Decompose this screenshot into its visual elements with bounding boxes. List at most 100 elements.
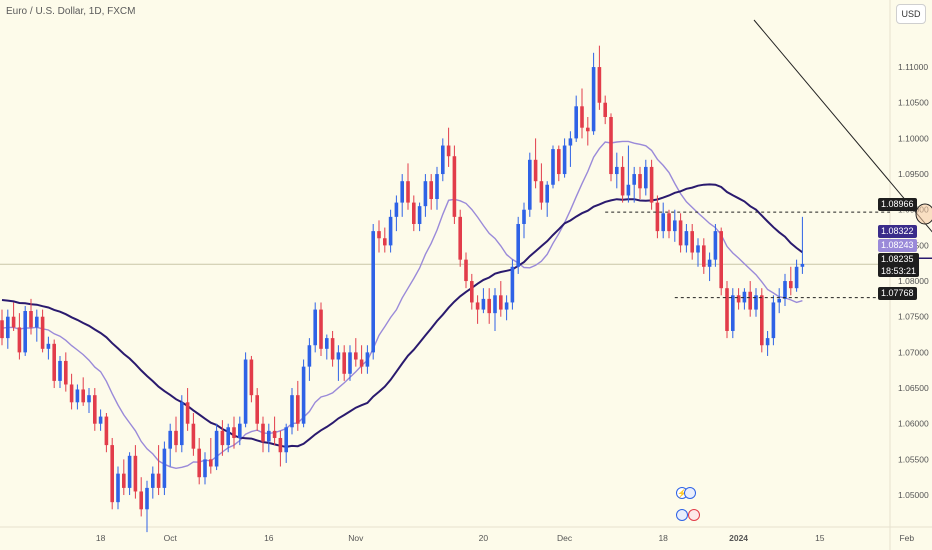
candle-body bbox=[232, 427, 236, 438]
candle-body bbox=[510, 266, 515, 303]
candle-body bbox=[487, 298, 491, 314]
candle-body bbox=[765, 338, 770, 346]
candle-body bbox=[446, 145, 451, 157]
candle-body bbox=[452, 156, 457, 217]
candle-body bbox=[197, 448, 201, 478]
candle-body bbox=[574, 106, 578, 139]
candle-body bbox=[562, 145, 567, 175]
candle-body bbox=[702, 245, 706, 267]
candle-body bbox=[220, 430, 225, 446]
candle-body bbox=[6, 316, 10, 339]
y-tick-label: 1.10500 bbox=[898, 98, 929, 108]
candle-body bbox=[98, 416, 103, 424]
candle-body bbox=[11, 316, 16, 328]
candle-body bbox=[272, 430, 277, 438]
candle-body bbox=[597, 67, 602, 103]
candle-body bbox=[313, 309, 317, 346]
candle-body bbox=[649, 166, 654, 203]
candle-body bbox=[783, 281, 787, 299]
candle-body bbox=[545, 184, 549, 203]
candle-body bbox=[690, 231, 694, 253]
candle-body bbox=[209, 459, 213, 467]
candle-body bbox=[139, 491, 143, 510]
candle-body bbox=[116, 473, 120, 503]
candle-body bbox=[615, 166, 619, 175]
candle-body bbox=[243, 359, 248, 424]
x-tick-label: Dec bbox=[557, 533, 573, 543]
candle-body bbox=[725, 288, 729, 331]
candle-body bbox=[40, 316, 45, 349]
candle-body bbox=[127, 455, 132, 488]
candle-body bbox=[493, 295, 497, 314]
candle-body bbox=[516, 223, 520, 267]
currency-button[interactable]: USD bbox=[896, 4, 926, 24]
candle-body bbox=[417, 206, 422, 224]
candle-body bbox=[580, 106, 584, 128]
candle-body bbox=[168, 430, 172, 449]
candle-body bbox=[719, 231, 723, 289]
candle-body bbox=[371, 231, 375, 353]
candle-body bbox=[464, 259, 468, 282]
candle-body bbox=[64, 360, 68, 385]
candle-body bbox=[528, 159, 532, 210]
candle-body bbox=[678, 220, 683, 246]
candle-body bbox=[475, 302, 480, 310]
y-tick-label: 1.07500 bbox=[898, 312, 929, 322]
x-tick-label: 20 bbox=[479, 533, 489, 543]
candle-body bbox=[429, 181, 433, 200]
candle-body bbox=[551, 149, 555, 185]
us-flag-event-icon-2[interactable] bbox=[688, 509, 700, 521]
candle-body bbox=[441, 145, 445, 175]
candle-body bbox=[760, 295, 764, 346]
candle-body bbox=[661, 213, 665, 232]
candle-body bbox=[162, 448, 167, 488]
candle-body bbox=[23, 311, 27, 353]
candle-body bbox=[626, 184, 631, 196]
candle-body bbox=[458, 216, 462, 260]
candle-body bbox=[58, 360, 62, 381]
x-tick-label: 15 bbox=[815, 533, 825, 543]
x-tick-label: 18 bbox=[96, 533, 106, 543]
us-flag-event-icon[interactable] bbox=[684, 487, 696, 499]
price-badge-ma-short: 1.08243 bbox=[878, 239, 917, 252]
candle-body bbox=[771, 302, 776, 339]
candle-body bbox=[52, 343, 56, 381]
price-badge-last: 1.08235 18:53:21 bbox=[878, 253, 920, 277]
x-tick-label: 18 bbox=[658, 533, 668, 543]
y-tick-label: 1.05500 bbox=[898, 454, 929, 464]
candle-body bbox=[736, 295, 741, 303]
candle-body bbox=[800, 263, 805, 267]
candle-body bbox=[620, 166, 625, 196]
candle-body bbox=[591, 67, 596, 132]
price-badge-resistance: 1.08966 bbox=[878, 198, 917, 211]
candle-body bbox=[504, 302, 509, 310]
candle-body bbox=[145, 487, 149, 510]
y-tick-label: 1.11000 bbox=[898, 62, 928, 72]
symbol-title: Euro / U.S. Dollar, 1D, FXCM bbox=[6, 6, 136, 17]
candle-body bbox=[81, 389, 85, 403]
candle-body bbox=[673, 220, 677, 232]
candle-body bbox=[46, 343, 51, 349]
candle-body bbox=[354, 352, 358, 360]
candle-body bbox=[406, 181, 410, 203]
candle-body bbox=[284, 427, 288, 453]
touch-circle-1 bbox=[915, 203, 932, 225]
candle-body bbox=[586, 127, 590, 132]
candle-body bbox=[731, 295, 735, 331]
descending-trendline bbox=[753, 19, 932, 233]
candle-body bbox=[789, 281, 793, 289]
candle-body bbox=[533, 159, 538, 182]
candle-body bbox=[203, 459, 207, 478]
candle-body bbox=[87, 395, 91, 403]
candle-body bbox=[499, 295, 503, 310]
x-tick-label: 2024 bbox=[729, 533, 748, 543]
candle-body bbox=[75, 389, 80, 403]
candle-body bbox=[69, 384, 74, 403]
y-tick-label: 1.10000 bbox=[898, 133, 929, 143]
candle-body bbox=[359, 359, 364, 367]
candle-body bbox=[423, 181, 428, 207]
candle-body bbox=[330, 338, 335, 360]
eu-flag-event-icon[interactable] bbox=[676, 509, 688, 521]
